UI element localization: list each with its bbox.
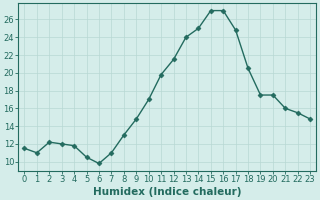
X-axis label: Humidex (Indice chaleur): Humidex (Indice chaleur) (93, 187, 242, 197)
